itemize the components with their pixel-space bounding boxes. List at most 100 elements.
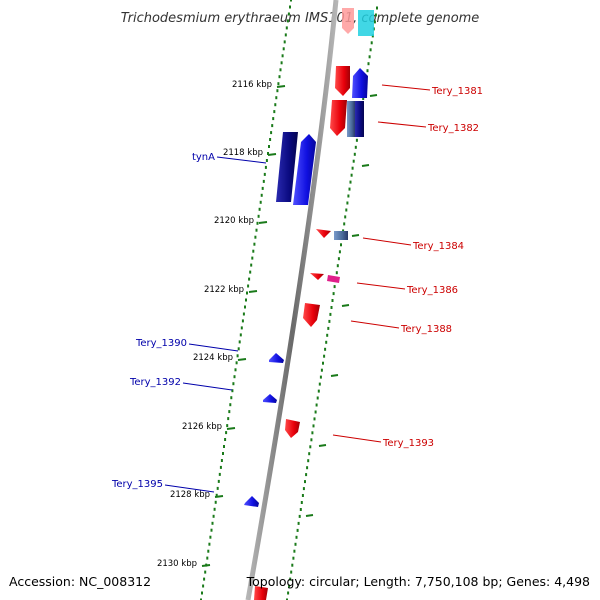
tick-mark [276, 85, 286, 88]
tick-dot [204, 570, 207, 574]
tick-dot [232, 382, 235, 386]
tick-label: 2116 kbp [232, 80, 272, 90]
gene-feature[interactable] [327, 275, 340, 283]
tick-dot [304, 480, 306, 484]
gene-label-tery-1392[interactable]: Tery_1392 [129, 377, 181, 388]
tick-dot [225, 431, 228, 435]
gene-feature[interactable] [276, 132, 298, 202]
tick-dot [223, 445, 225, 448]
tick-dot [231, 389, 234, 393]
gene-feature[interactable] [355, 101, 364, 137]
gene-label-tery-1393[interactable]: Tery_1393 [382, 438, 434, 449]
tick-dot [249, 270, 252, 274]
gene-feature[interactable] [342, 8, 354, 34]
leader-line [356, 282, 406, 290]
tick-mark [258, 221, 268, 224]
tick-dot [219, 465, 222, 469]
tick-dot [366, 69, 369, 73]
tick-dot [328, 319, 331, 323]
tick-dot [325, 340, 328, 344]
tick-dot [251, 256, 254, 260]
tick-dot [255, 228, 258, 232]
tick-dot [212, 514, 215, 518]
leader-line [216, 156, 267, 164]
gene-feature[interactable] [269, 353, 284, 363]
leader-line [164, 484, 215, 493]
tick-dot [347, 194, 350, 198]
tick-mark [369, 94, 378, 97]
tick-dot [312, 424, 315, 428]
tick-dot [330, 306, 333, 309]
tick-dot [277, 82, 280, 86]
tick-mark [201, 564, 211, 567]
tick-dot [337, 257, 340, 261]
gene-feature[interactable] [263, 394, 277, 403]
gene-label-tery-1386[interactable]: Tery_1386 [406, 285, 458, 296]
tick-dot [241, 319, 244, 323]
tick-dot [311, 431, 314, 435]
tick-mark [267, 153, 277, 156]
tick-dot [320, 368, 323, 372]
gene-feature[interactable] [303, 303, 320, 327]
tick-dot [238, 340, 241, 344]
tick-dot [289, 5, 291, 9]
tick-dot [206, 556, 209, 560]
gene-feature[interactable] [330, 100, 347, 136]
tick-dot [264, 165, 267, 169]
tick-mark [305, 514, 314, 517]
tick-dot [248, 277, 251, 281]
gene-label-tery-1390[interactable]: Tery_1390 [135, 338, 187, 349]
gene-feature[interactable] [358, 10, 374, 36]
tick-dot [207, 549, 210, 553]
tick-dot [202, 584, 205, 588]
tick-dot [217, 479, 220, 483]
gene-feature[interactable] [310, 273, 324, 280]
gene-feature[interactable] [244, 496, 259, 507]
tick-dot [237, 347, 240, 351]
tick-dot [373, 20, 376, 24]
tick-dot [213, 507, 216, 511]
tick-mark [214, 495, 224, 498]
tick-dot [376, 6, 378, 10]
gene-feature[interactable] [285, 419, 300, 438]
gene-feature[interactable] [254, 586, 268, 600]
tick-dot [226, 424, 229, 428]
tick-dot [247, 284, 250, 288]
gene-feature[interactable] [347, 101, 355, 137]
tick-dot [260, 193, 263, 197]
gene-label-tery-1388[interactable]: Tery_1388 [400, 324, 452, 335]
gene-label-tery-1382[interactable]: Tery_1382 [427, 123, 479, 134]
tick-dot [242, 312, 245, 316]
gene-feature[interactable] [334, 231, 348, 240]
tick-dot [252, 249, 255, 253]
tick-dot [326, 333, 329, 337]
gene-label-tery-1395[interactable]: Tery_1395 [111, 479, 163, 490]
gene-feature[interactable] [335, 66, 350, 96]
tick-label: 2130 kbp [157, 559, 197, 569]
tick-dot [208, 542, 211, 546]
gene-feature[interactable] [316, 229, 331, 238]
tick-dot [285, 26, 288, 30]
tick-mark [341, 304, 350, 307]
tick-dot [215, 493, 218, 497]
tick-dot [302, 487, 305, 491]
tick-mark [351, 234, 360, 237]
gene-feature[interactable] [293, 134, 316, 205]
gene-feature[interactable] [352, 68, 368, 98]
tick-dot [290, 0, 292, 2]
leader-line [362, 237, 412, 246]
gene-label-tery-1381[interactable]: Tery_1381 [431, 86, 483, 97]
tick-dot [281, 54, 284, 58]
gene-label-tyna[interactable]: tynA [192, 152, 215, 163]
tick-dot [214, 500, 217, 504]
tick-dot [280, 61, 283, 65]
tick-dot [295, 535, 298, 539]
tick-dot [270, 131, 273, 135]
gene-label-tery-1384[interactable]: Tery_1384 [412, 241, 464, 252]
tick-dot [220, 459, 223, 462]
tick-dot [316, 396, 319, 400]
tick-dot [307, 459, 310, 463]
topology-text: Topology: circular; Length: 7,750,108 bp… [246, 574, 590, 589]
tick-dot [236, 354, 239, 358]
